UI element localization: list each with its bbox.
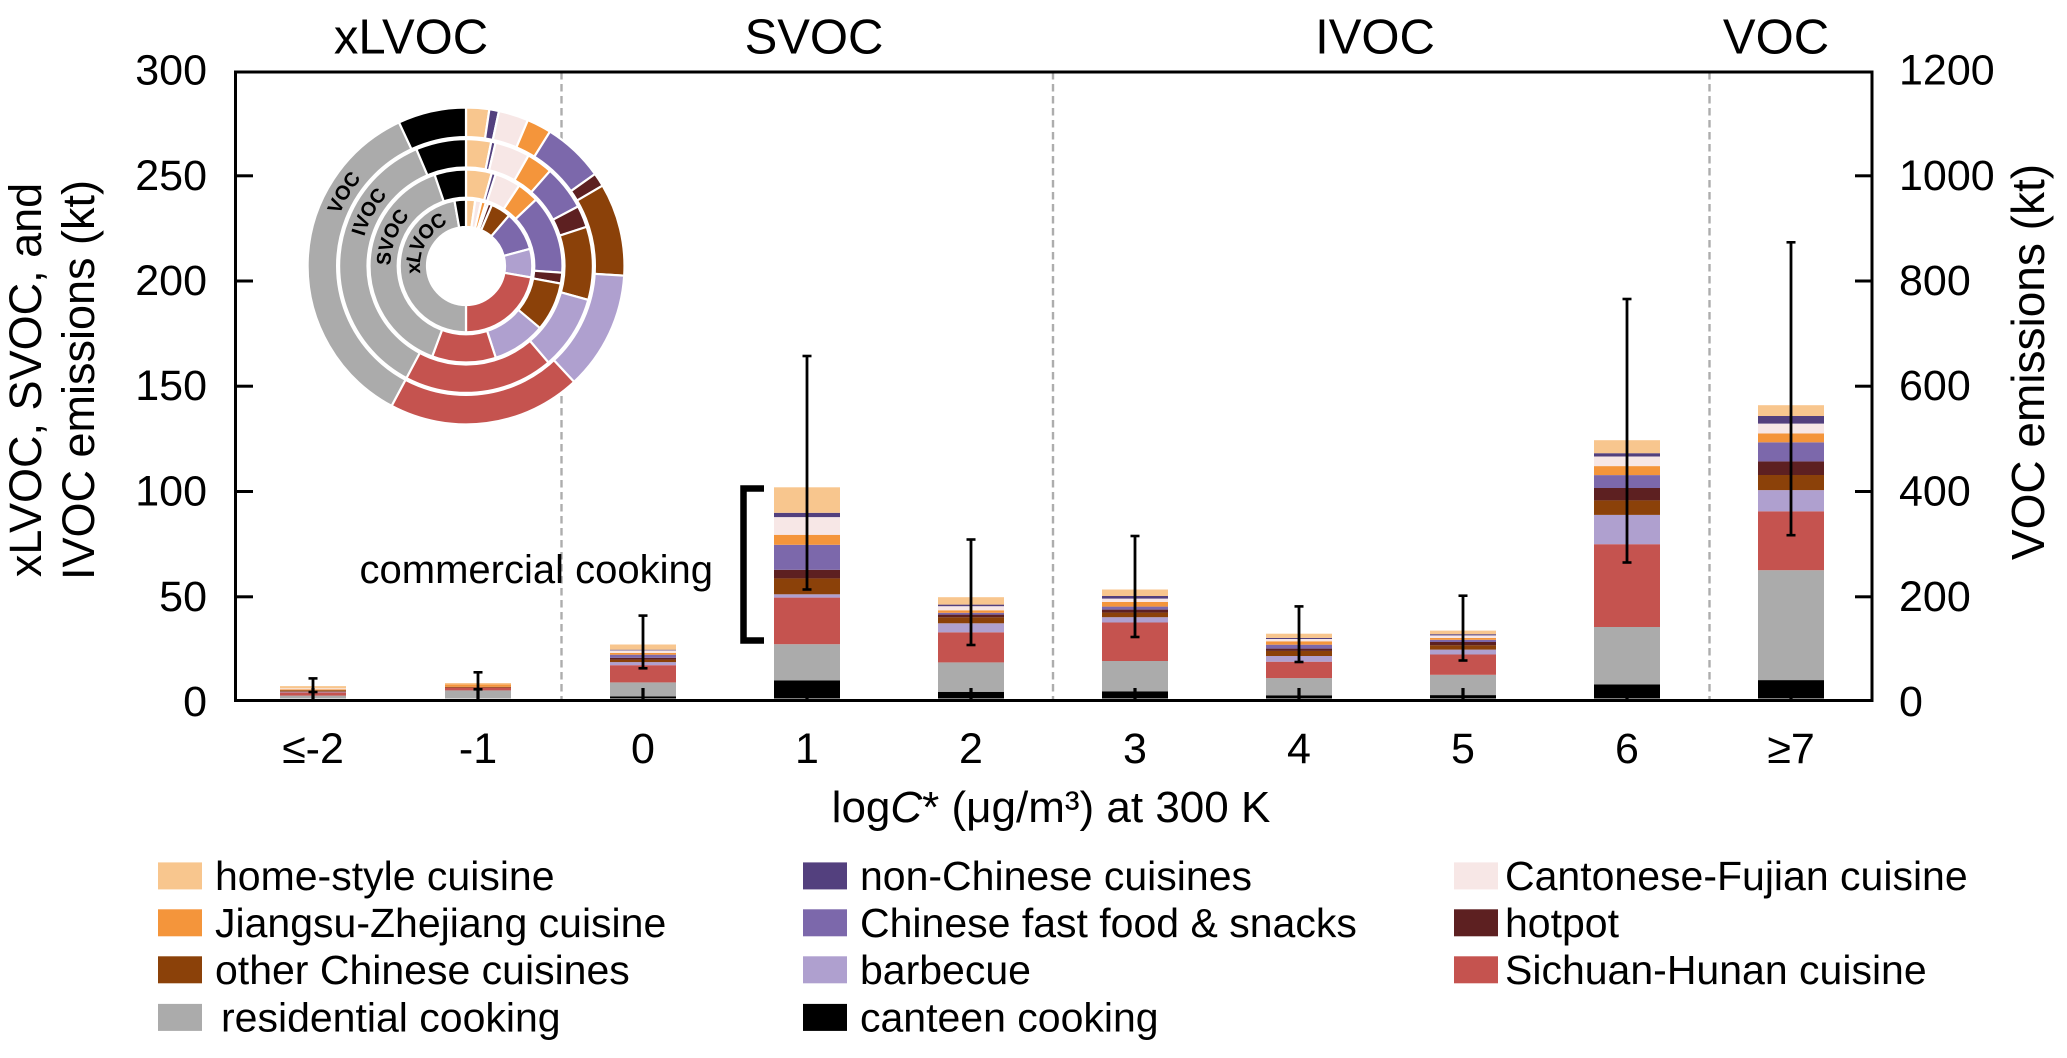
svg-text:5: 5	[1451, 725, 1475, 773]
svg-text:hotpot: hotpot	[1505, 900, 1620, 946]
svg-text:≤-2: ≤-2	[282, 725, 344, 773]
svg-text:Chinese fast food & snacks: Chinese fast food & snacks	[860, 900, 1357, 946]
svg-text:IVOC emissions (kt): IVOC emissions (kt)	[53, 180, 104, 580]
svg-text:residential cooking: residential cooking	[221, 994, 561, 1040]
svg-text:50: 50	[159, 573, 207, 621]
svg-text:V: V	[375, 235, 400, 254]
svg-text:600: 600	[1899, 362, 1971, 410]
svg-text:≥7: ≥7	[1767, 725, 1815, 773]
svg-text:200: 200	[135, 257, 207, 305]
svg-text:L: L	[403, 249, 427, 265]
svg-text:0: 0	[1899, 678, 1923, 726]
svg-text:home-style cuisine: home-style cuisine	[215, 853, 555, 899]
svg-text:VOC: VOC	[1723, 11, 1829, 65]
svg-text:1200: 1200	[1899, 47, 1995, 95]
svg-text:4: 4	[1287, 725, 1311, 773]
svg-text:400: 400	[1899, 468, 1971, 516]
svg-text:800: 800	[1899, 257, 1971, 305]
svg-text:xLVOC: xLVOC	[334, 11, 488, 65]
svg-text:commercial cooking: commercial cooking	[360, 548, 713, 592]
svg-text:300: 300	[135, 47, 207, 95]
svg-text:SVOC: SVOC	[745, 11, 884, 65]
svg-text:3: 3	[1123, 725, 1147, 773]
svg-text:200: 200	[1899, 573, 1971, 621]
svg-text:I: I	[348, 226, 371, 238]
svg-text:Jiangsu-Zhejiang cuisine: Jiangsu-Zhejiang cuisine	[215, 900, 666, 946]
svg-text:1000: 1000	[1899, 152, 1995, 200]
svg-text:barbecue: barbecue	[860, 947, 1031, 993]
svg-text:logC* (μg/m³) at 300 K: logC* (μg/m³) at 300 K	[832, 783, 1271, 832]
svg-text:150: 150	[135, 362, 207, 410]
svg-text:100: 100	[135, 468, 207, 516]
svg-text:0: 0	[631, 725, 655, 773]
svg-text:2: 2	[959, 725, 983, 773]
svg-text:-1: -1	[459, 725, 497, 773]
svg-text:xLVOC, SVOC, and: xLVOC, SVOC, and	[0, 183, 51, 577]
svg-text:Sichuan-Hunan cuisine: Sichuan-Hunan cuisine	[1505, 947, 1927, 993]
svg-text:250: 250	[135, 152, 207, 200]
svg-text:Cantonese-Fujian cuisine: Cantonese-Fujian cuisine	[1505, 853, 1968, 899]
svg-text:non-Chinese cuisines: non-Chinese cuisines	[860, 853, 1252, 899]
svg-text:VOC emissions (kt): VOC emissions (kt)	[2002, 164, 2054, 560]
svg-text:x: x	[403, 262, 425, 274]
svg-text:IVOC: IVOC	[1315, 11, 1435, 65]
svg-text:6: 6	[1615, 725, 1639, 773]
svg-text:1: 1	[795, 725, 819, 773]
svg-text:S: S	[373, 251, 396, 266]
svg-text:0: 0	[183, 678, 207, 726]
svg-text:other Chinese cuisines: other Chinese cuisines	[215, 947, 630, 993]
svg-text:canteen cooking: canteen cooking	[860, 994, 1159, 1040]
